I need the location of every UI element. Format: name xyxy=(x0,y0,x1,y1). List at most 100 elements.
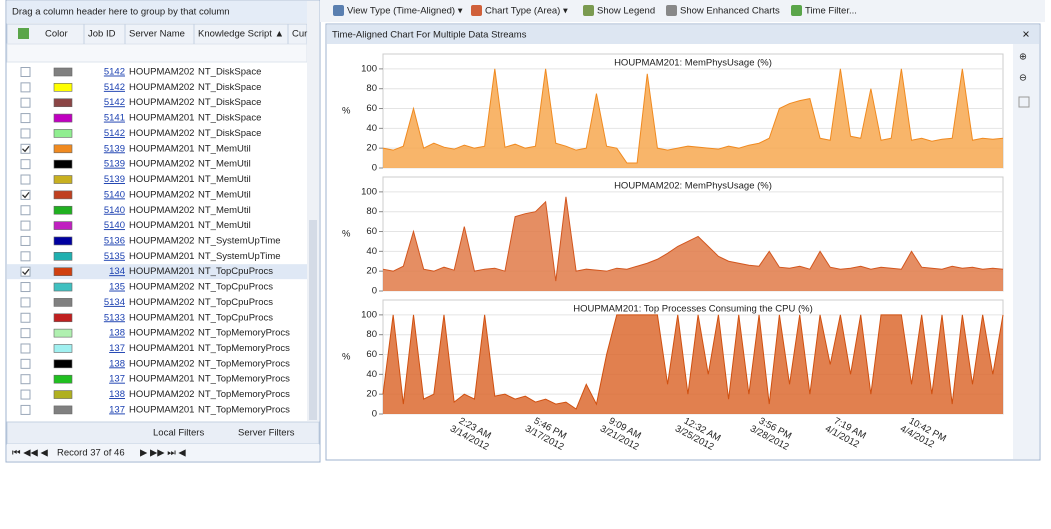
checkbox[interactable] xyxy=(20,143,31,154)
zoom-in[interactable]: ⊕ xyxy=(1019,52,1027,63)
toolbar-icon[interactable] xyxy=(333,5,344,16)
job-id[interactable]: 5139 xyxy=(104,143,125,154)
checkbox[interactable] xyxy=(20,128,31,139)
color-swatch xyxy=(53,221,73,230)
color-swatch xyxy=(53,175,73,184)
close-button[interactable]: ✕ xyxy=(1022,30,1030,41)
area-line xyxy=(382,314,1004,410)
checkbox[interactable] xyxy=(20,297,31,308)
checkbox[interactable] xyxy=(20,189,31,200)
server-name: HOUPMAM202 xyxy=(129,282,194,293)
server-name: HOUPMAM201 xyxy=(129,374,194,385)
job-id[interactable]: 5136 xyxy=(104,235,125,246)
server-name: HOUPMAM201 xyxy=(129,143,194,154)
y-tick-label: 40 xyxy=(366,123,377,134)
job-id[interactable]: 5142 xyxy=(104,67,125,78)
y-tick-label: 40 xyxy=(366,369,377,380)
column-header[interactable]: Server Name xyxy=(129,29,185,40)
job-id[interactable]: 5142 xyxy=(104,82,125,93)
checkbox[interactable] xyxy=(20,67,31,77)
job-id[interactable]: 5139 xyxy=(104,159,125,170)
grid-panel xyxy=(5,0,321,463)
checkbox[interactable] xyxy=(20,159,31,170)
job-id[interactable]: 134 xyxy=(109,266,125,277)
job-id[interactable]: 5135 xyxy=(104,251,125,262)
toolbar-icon[interactable] xyxy=(471,5,482,16)
server-name: HOUPMAM201 xyxy=(129,404,194,415)
color-swatch xyxy=(53,190,73,200)
column-header[interactable]: Cur xyxy=(292,29,307,40)
y-axis-label: % xyxy=(342,106,351,117)
zoom-fit[interactable] xyxy=(1018,96,1030,108)
checkbox[interactable] xyxy=(20,282,31,293)
knowledge-script: NT_TopMemoryProcs xyxy=(198,389,290,400)
y-axis-label: % xyxy=(342,352,351,363)
toolbar-button[interactable]: Show Legend xyxy=(597,6,655,17)
job-id[interactable]: 5134 xyxy=(104,297,125,308)
job-id[interactable]: 5142 xyxy=(104,128,125,139)
checkbox[interactable] xyxy=(20,174,31,185)
knowledge-script: NT_TopCpuProcs xyxy=(198,266,273,277)
filter-row xyxy=(6,43,308,63)
checkbox[interactable] xyxy=(20,82,31,93)
zoom-out[interactable]: ⊖ xyxy=(1019,73,1027,84)
toolbar-button[interactable]: View Type (Time-Aligned) ▾ xyxy=(347,6,463,17)
column-header[interactable]: Knowledge Script ▲ xyxy=(198,29,284,40)
nav-buttons[interactable]: ▶ ▶▶ ⏭ ◀ xyxy=(140,448,186,459)
scroll-thumb[interactable] xyxy=(309,220,317,420)
checkbox[interactable] xyxy=(20,374,31,385)
toolbar-items: View Type (Time-Aligned) ▾ Chart Type (Ar… xyxy=(333,5,857,17)
checkbox[interactable] xyxy=(20,404,31,415)
job-id[interactable]: 5140 xyxy=(104,205,125,216)
checkbox[interactable] xyxy=(20,358,31,369)
nav-buttons[interactable]: ⏮ ◀◀ ◀ xyxy=(12,448,48,459)
column-header[interactable]: Job ID xyxy=(88,29,116,40)
y-tick-label: 100 xyxy=(361,309,377,320)
toolbar-button[interactable]: Chart Type (Area) ▾ xyxy=(485,6,568,17)
toolbar-icon[interactable] xyxy=(791,5,802,16)
checkbox[interactable] xyxy=(20,389,31,400)
y-tick-label: 40 xyxy=(366,246,377,257)
toolbar-button[interactable]: Show Enhanced Charts xyxy=(680,6,780,17)
y-tick-label: 60 xyxy=(366,226,377,237)
server-name: HOUPMAM201 xyxy=(129,343,194,354)
column-header[interactable]: Color xyxy=(45,29,68,40)
job-id[interactable]: 138 xyxy=(109,389,125,400)
job-id[interactable]: 5133 xyxy=(104,312,125,323)
knowledge-script: NT_DiskSpace xyxy=(198,97,261,108)
job-id[interactable]: 5140 xyxy=(104,189,125,200)
checkbox[interactable] xyxy=(20,343,31,354)
checkbox[interactable] xyxy=(20,220,31,231)
checkbox[interactable] xyxy=(20,328,31,339)
job-id[interactable]: 137 xyxy=(109,404,125,415)
checkmark xyxy=(22,145,30,153)
job-id[interactable]: 5142 xyxy=(104,97,125,108)
checkbox[interactable] xyxy=(20,235,31,246)
checkbox[interactable] xyxy=(20,97,31,108)
job-id[interactable]: 5140 xyxy=(104,220,125,231)
checkbox[interactable] xyxy=(20,205,31,216)
job-id[interactable]: 138 xyxy=(109,358,125,369)
nav-bar xyxy=(7,444,319,461)
local-filters[interactable]: Local Filters xyxy=(153,428,204,439)
checkbox[interactable] xyxy=(20,113,31,124)
server-name: HOUPMAM202 xyxy=(129,97,194,108)
job-id[interactable]: 137 xyxy=(109,343,125,354)
toolbar-icon[interactable] xyxy=(666,5,677,16)
checkbox[interactable] xyxy=(20,266,31,277)
job-id[interactable]: 138 xyxy=(109,328,125,339)
job-id[interactable]: 5141 xyxy=(104,113,125,124)
server-filters[interactable]: Server Filters xyxy=(238,428,295,439)
server-name: HOUPMAM202 xyxy=(129,67,194,78)
job-id[interactable]: 135 xyxy=(109,282,125,293)
knowledge-script: NT_TopCpuProcs xyxy=(198,312,273,323)
job-id[interactable]: 5139 xyxy=(104,174,125,185)
checkbox[interactable] xyxy=(20,251,31,262)
checkbox[interactable] xyxy=(20,312,31,323)
color-swatch xyxy=(53,83,73,92)
toolbar-button[interactable]: Time Filter... xyxy=(805,6,857,17)
toolbar-icon[interactable] xyxy=(583,5,594,16)
knowledge-script: NT_SystemUpTime xyxy=(198,235,281,246)
job-id[interactable]: 137 xyxy=(109,374,125,385)
